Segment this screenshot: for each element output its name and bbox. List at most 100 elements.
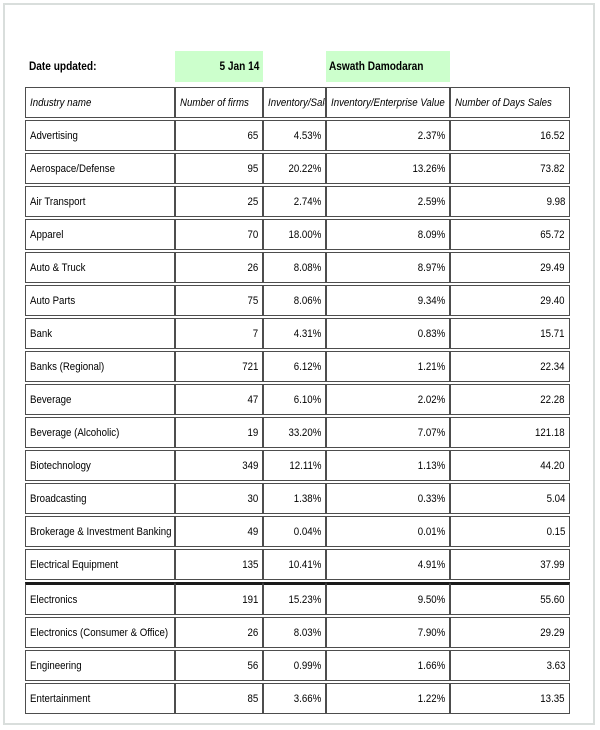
inventory-ev-cell: 0.83% xyxy=(326,318,450,349)
inventory-ev-cell: 1.13% xyxy=(326,450,450,481)
inventory-sales-text: 8.08% xyxy=(293,261,321,274)
industry-text: Apparel xyxy=(30,228,64,241)
inventory-ev-cell: 8.09% xyxy=(326,219,450,250)
days-sales-text: 55.60 xyxy=(540,593,565,606)
inventory-ev-text: 1.66% xyxy=(417,659,445,672)
inventory-ev-text: 8.97% xyxy=(417,261,445,274)
inventory-ev-cell: 0.01% xyxy=(326,516,450,547)
industry-text: Broadcasting xyxy=(30,492,87,505)
inventory-sales-text: 0.04% xyxy=(293,525,321,538)
inventory-sales-cell: 20.22% xyxy=(263,153,326,184)
inventory-sales-text: 12.11% xyxy=(288,459,321,472)
firms-text: 19 xyxy=(247,426,258,439)
table-row: Broadcasting 30 1.38% 0.33% 5.04 xyxy=(25,483,570,514)
table-row: Brokerage & Investment Banking 49 0.04% … xyxy=(25,516,570,547)
table-row: Air Transport 25 2.74% 2.59% 9.98 xyxy=(25,186,570,217)
inventory-sales-text: 20.22% xyxy=(288,162,321,175)
inventory-ev-cell: 4.91% xyxy=(326,549,450,580)
firms-text: 7 xyxy=(252,327,258,340)
table-row: Electronics 191 15.23% 9.50% 55.60 xyxy=(25,582,570,615)
industry-text: Engineering xyxy=(30,659,82,672)
inventory-sales-cell: 15.23% xyxy=(263,582,326,615)
firms-text: 721 xyxy=(241,360,258,373)
inventory-sales-text: 4.31% xyxy=(293,327,321,340)
firms-cell: 95 xyxy=(175,153,263,184)
industry-cell: Beverage (Alcoholic) xyxy=(25,417,175,448)
inventory-sales-cell: 8.08% xyxy=(263,252,326,283)
firms-text: 135 xyxy=(241,558,258,571)
days-sales-cell: 55.60 xyxy=(450,582,570,615)
industry-cell: Apparel xyxy=(25,219,175,250)
industry-cell: Entertainment xyxy=(25,683,175,714)
inventory-sales-text: 33.20% xyxy=(288,426,321,439)
firms-text: 75 xyxy=(247,294,258,307)
inventory-ev-cell: 1.21% xyxy=(326,351,450,382)
days-sales-text: 16.52 xyxy=(540,129,565,142)
inventory-ev-cell: 1.66% xyxy=(326,650,450,681)
table-row: Electronics (Consumer & Office) 26 8.03%… xyxy=(25,617,570,648)
table-row: Aerospace/Defense 95 20.22% 13.26% 73.82 xyxy=(25,153,570,184)
column-header-days-sales-text: Number of Days Sales xyxy=(455,96,552,109)
inventory-sales-cell: 8.06% xyxy=(263,285,326,316)
firms-cell: 47 xyxy=(175,384,263,415)
inventory-ev-cell: 7.07% xyxy=(326,417,450,448)
firms-text: 30 xyxy=(247,492,258,505)
industry-text: Beverage xyxy=(30,393,72,406)
inventory-ev-text: 4.91% xyxy=(417,558,445,571)
firms-text: 26 xyxy=(247,261,258,274)
inventory-ev-cell: 2.59% xyxy=(326,186,450,217)
days-sales-cell: 37.99 xyxy=(450,549,570,580)
inventory-sales-text: 0.99% xyxy=(293,659,321,672)
firms-cell: 65 xyxy=(175,120,263,151)
days-sales-text: 29.40 xyxy=(540,294,565,307)
inventory-ev-text: 13.26% xyxy=(412,162,445,175)
column-header-inventory-ev-text: Inventory/Enterprise Value xyxy=(331,96,445,109)
days-sales-cell: 22.34 xyxy=(450,351,570,382)
inventory-ev-cell: 9.34% xyxy=(326,285,450,316)
industry-cell: Electrical Equipment xyxy=(25,549,175,580)
firms-cell: 349 xyxy=(175,450,263,481)
table-row: Apparel 70 18.00% 8.09% 65.72 xyxy=(25,219,570,250)
days-sales-cell: 44.20 xyxy=(450,450,570,481)
firms-text: 191 xyxy=(241,593,258,606)
industry-text: Electrical Equipment xyxy=(30,558,119,571)
inventory-sales-cell: 12.11% xyxy=(263,450,326,481)
inventory-sales-cell: 4.31% xyxy=(263,318,326,349)
firms-text: 65 xyxy=(247,129,258,142)
author-text: Aswath Damodaran xyxy=(329,60,424,73)
inventory-ev-cell: 0.33% xyxy=(326,483,450,514)
inventory-sales-text: 15.23% xyxy=(288,593,321,606)
inventory-sales-cell: 6.10% xyxy=(263,384,326,415)
inventory-sales-text: 10.41% xyxy=(288,558,321,571)
inventory-ev-cell: 13.26% xyxy=(326,153,450,184)
firms-text: 25 xyxy=(247,195,258,208)
inventory-ev-text: 8.09% xyxy=(417,228,445,241)
days-sales-text: 44.20 xyxy=(540,459,565,472)
column-header-days-sales: Number of Days Sales xyxy=(450,87,570,118)
industry-text: Auto Parts xyxy=(30,294,76,307)
days-sales-cell: 29.29 xyxy=(450,617,570,648)
column-header-inventory-sales: Inventory/Sales xyxy=(263,87,326,118)
inventory-sales-text: 1.38% xyxy=(293,492,321,505)
days-sales-text: 5.04 xyxy=(546,492,565,505)
days-sales-cell: 9.98 xyxy=(450,186,570,217)
industry-cell: Biotechnology xyxy=(25,450,175,481)
industry-cell: Electronics xyxy=(25,582,175,615)
inventory-ev-cell: 7.90% xyxy=(326,617,450,648)
industry-text: Biotechnology xyxy=(30,459,91,472)
table-row: Advertising 65 4.53% 2.37% 16.52 xyxy=(25,120,570,151)
inventory-ev-cell: 2.02% xyxy=(326,384,450,415)
inventory-sales-cell: 1.38% xyxy=(263,483,326,514)
industry-data-table: Industry name Number of firms Inventory/… xyxy=(25,85,570,716)
inventory-ev-text: 0.01% xyxy=(417,525,445,538)
days-sales-cell: 16.52 xyxy=(450,120,570,151)
inventory-sales-cell: 10.41% xyxy=(263,549,326,580)
industry-text: Electronics (Consumer & Office) xyxy=(30,626,169,639)
days-sales-cell: 3.63 xyxy=(450,650,570,681)
days-sales-cell: 73.82 xyxy=(450,153,570,184)
days-sales-text: 29.49 xyxy=(540,261,565,274)
firms-text: 49 xyxy=(247,525,258,538)
firms-cell: 191 xyxy=(175,582,263,615)
date-updated-label-text: Date updated: xyxy=(29,60,97,73)
inventory-ev-text: 1.22% xyxy=(417,692,445,705)
